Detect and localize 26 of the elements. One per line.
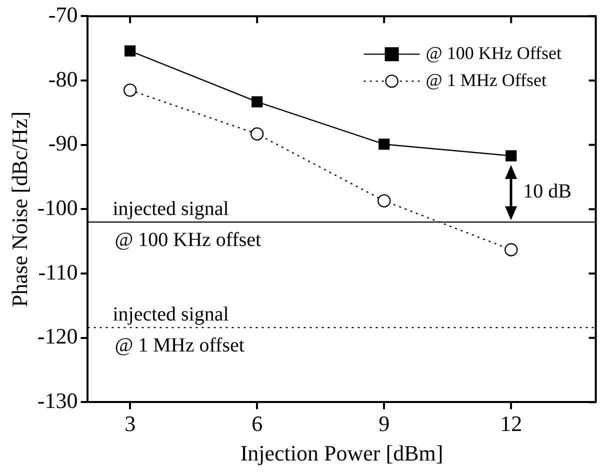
point	[123, 84, 137, 97]
point	[378, 194, 391, 208]
point	[506, 150, 517, 162]
x-tick-label: 9	[378, 411, 390, 436]
x-axis-title: Injection Power [dBm]	[240, 440, 444, 466]
y-tick-label: -130	[37, 388, 78, 413]
legend-label: @ 100 KHz Offset	[426, 42, 562, 63]
y-tick-label: -120	[37, 324, 78, 349]
y-tick-label: -110	[38, 259, 78, 284]
point	[504, 243, 518, 256]
y-tick-label: -100	[37, 194, 78, 220]
ref-line-label: injected signal @ 100 KHz offset	[112, 198, 262, 252]
point	[124, 45, 136, 56]
y-tick-label: -90	[48, 130, 78, 156]
y-axis-title: Phase Noise [dBc/Hz]	[6, 111, 32, 307]
annotation: 10 dB	[523, 180, 572, 203]
point	[252, 96, 263, 108]
y-tick-label: -80	[48, 66, 78, 92]
x-tick-label: 12	[500, 411, 522, 436]
y-tick-label: -70	[48, 2, 78, 27]
ref-line-label: injected signal @ 1 MHz offset	[112, 304, 245, 357]
point	[378, 138, 390, 150]
legend-label: @ 1 MHz Offset	[426, 70, 547, 90]
point	[250, 127, 264, 141]
x-tick-label: 3	[124, 411, 136, 436]
x-tick-label: 6	[252, 411, 263, 436]
